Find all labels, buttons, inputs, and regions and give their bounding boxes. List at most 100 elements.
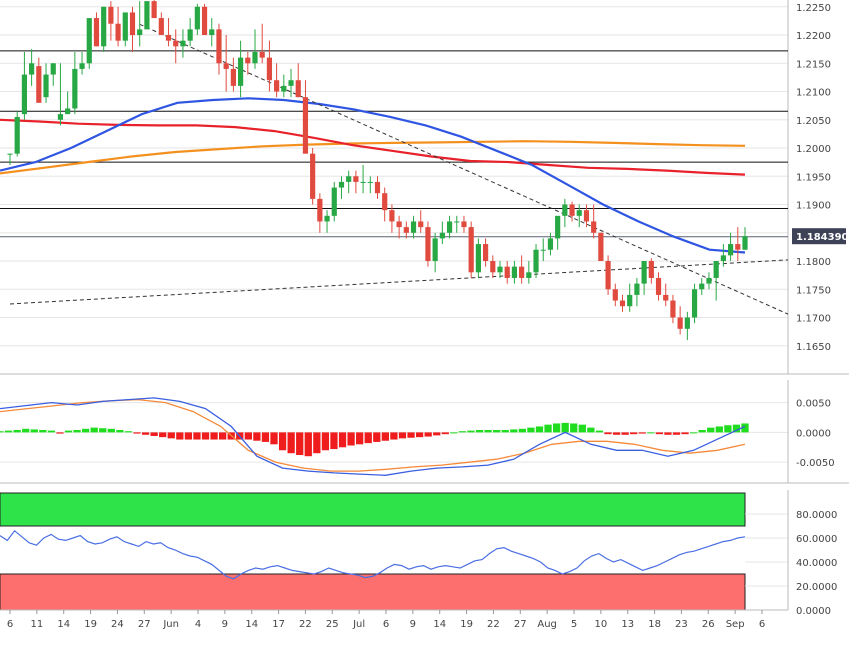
candle-body (454, 221, 460, 223)
macd-histogram-bar (90, 427, 98, 433)
macd-histogram-bar (338, 432, 347, 448)
trendline (139, 23, 789, 315)
candle-body (158, 18, 164, 36)
candle (482, 238, 489, 267)
macd-histogram-bar (578, 424, 586, 433)
candle-body (410, 221, 417, 233)
x-tick-label: 22 (487, 619, 500, 630)
macd-histogram-bar (535, 426, 544, 433)
x-tick-label: 9 (410, 619, 416, 630)
candle-body (201, 6, 208, 36)
candle (475, 238, 481, 278)
candle-body (418, 221, 424, 228)
candle (288, 68, 294, 98)
candle-body (144, 1, 150, 30)
candle (403, 221, 409, 239)
candle (187, 18, 193, 47)
macd-histogram-bar (321, 432, 330, 451)
candle-body (706, 277, 712, 284)
candle (727, 232, 734, 262)
candle-body (591, 221, 597, 233)
candle (115, 6, 121, 47)
candle-body (727, 244, 734, 256)
y-tick-label: 1.2050 (796, 116, 831, 127)
candle (720, 244, 726, 267)
macd-histogram-bar (141, 432, 150, 435)
candle-body (180, 40, 186, 47)
candle (389, 204, 395, 233)
x-tick-label: Aug (537, 619, 557, 630)
candle-body (396, 221, 402, 228)
candle (367, 176, 373, 194)
candle-body (29, 63, 35, 75)
x-tick-label: 27 (138, 619, 151, 630)
candle-body (223, 63, 229, 69)
macd-histogram-bar (724, 425, 732, 433)
macd-panel: 0.0050 0.0000 -0.0050 (0, 380, 849, 484)
macd-histogram-bar (150, 432, 158, 436)
macd-histogram-bar (176, 432, 184, 440)
candle (619, 294, 626, 312)
candle (699, 277, 705, 295)
candle-body (36, 66, 42, 103)
x-tick-label: 10 (594, 619, 607, 630)
candle-body (432, 238, 438, 262)
candle (209, 18, 215, 47)
candle-body (720, 255, 726, 262)
macd-histogram-bar (22, 428, 30, 433)
candle (230, 57, 236, 92)
candle-body (425, 227, 431, 262)
macd-histogram-bar (407, 432, 415, 438)
candle-body (65, 108, 71, 115)
y-tick-label: 40.0000 (796, 558, 837, 569)
candle (252, 29, 258, 69)
candle (245, 51, 251, 75)
macd-histogram-bar (433, 432, 441, 436)
candle-body (389, 210, 395, 222)
candle (410, 215, 417, 239)
candle-body (583, 210, 590, 222)
macd-histogram-bar (30, 429, 38, 433)
candle-body (670, 300, 676, 318)
candle-body (259, 51, 265, 58)
macd-histogram-bar (630, 432, 638, 435)
candle-body (86, 18, 92, 64)
candle (742, 227, 748, 250)
y-tick-label: 1.1950 (796, 172, 831, 183)
candle (591, 204, 597, 239)
candle-body (331, 187, 337, 216)
macd-histogram-bar (210, 432, 218, 440)
macd-histogram-bar (424, 432, 432, 437)
macd-histogram-bar (47, 430, 56, 433)
candle-body (346, 176, 352, 182)
candle-body (187, 29, 193, 41)
candle-body (266, 57, 273, 81)
macd-histogram-bar (304, 432, 312, 457)
candle (533, 244, 539, 278)
candle-body (288, 80, 294, 86)
candle (310, 148, 316, 205)
candle (122, 12, 128, 47)
x-tick-label: 14 (433, 619, 446, 630)
candle-body (374, 181, 381, 194)
macd-histogram-bar (261, 432, 270, 442)
macd-histogram-bar (381, 432, 389, 441)
candle-body (7, 153, 13, 155)
macd-histogram-bar (270, 432, 278, 445)
x-tick-label: 6 (383, 619, 389, 630)
sma-blue-line (0, 97, 746, 254)
candle (324, 210, 330, 233)
candle (605, 255, 611, 295)
macd-histogram-bar (296, 432, 304, 456)
candle-body (735, 244, 741, 250)
candle (547, 232, 554, 256)
candle-body (216, 29, 222, 64)
macd-histogram-bar (698, 430, 706, 433)
candle (259, 23, 265, 64)
candle (29, 49, 35, 86)
macd-histogram-bar (518, 428, 526, 433)
candle (65, 91, 71, 115)
candle-body (713, 261, 719, 278)
macd-histogram-bar (278, 432, 287, 451)
